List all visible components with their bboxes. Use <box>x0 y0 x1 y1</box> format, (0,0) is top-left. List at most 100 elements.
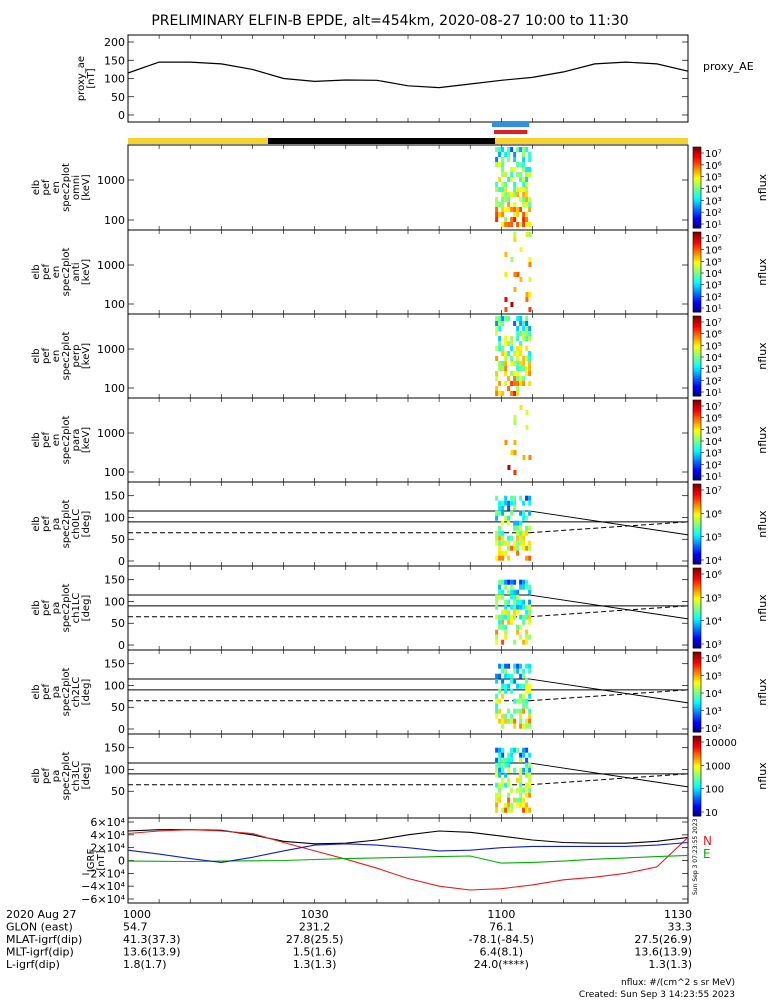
spectrogram-cell <box>498 698 502 704</box>
spectrogram-cell <box>528 792 532 798</box>
colorbar-cell <box>693 366 701 369</box>
spectrogram-cell <box>516 629 520 635</box>
colorbar-cell <box>693 584 701 586</box>
loss-cone-line <box>529 762 689 788</box>
colorbar-cell <box>693 175 701 178</box>
colorbar-cell <box>693 656 701 658</box>
colorbar-cell <box>693 474 701 477</box>
spectrogram-cell <box>510 495 514 501</box>
colorbar-cell <box>693 361 701 364</box>
spectrogram-cell <box>513 668 517 674</box>
anti-loss-cone-line <box>529 689 689 702</box>
spectrogram-cell <box>522 202 526 207</box>
colorbar-cell <box>693 706 701 709</box>
spectrogram-cell <box>507 619 511 625</box>
spectrogram-cell <box>525 747 529 753</box>
colorbar-cell <box>693 372 701 374</box>
colorbar-cell <box>693 806 701 809</box>
colorbar-cell <box>693 238 701 241</box>
colorbar-cell <box>693 728 701 730</box>
spectrogram-cell <box>525 515 529 521</box>
y-tick-label: 6×10⁴ <box>90 816 125 829</box>
spectrogram-cell <box>528 292 532 297</box>
colorbar-cell <box>693 528 701 530</box>
spectrogram-cell <box>513 525 517 531</box>
y-tick-label: −6×10⁴ <box>81 893 125 906</box>
colorbar-cell <box>693 632 701 634</box>
colorbar-cell <box>693 304 701 306</box>
colorbar-cell <box>693 685 701 688</box>
colorbar-cell <box>693 680 701 682</box>
ylabel-line: ch2LC <box>71 677 82 708</box>
colorbar-cell <box>693 328 701 330</box>
spectrogram-cell <box>522 545 526 551</box>
colorbar-tick-label: 10⁵ <box>705 533 722 544</box>
spectrogram-cell <box>513 351 517 356</box>
spectrogram-cell <box>504 272 508 277</box>
spectrogram-cell <box>510 172 514 177</box>
colorbar-cell <box>693 522 701 525</box>
colorbar-tick-label: 10⁷ <box>705 402 722 413</box>
colorbar-cell <box>693 720 701 722</box>
colorbar-cell <box>693 161 701 164</box>
colorbar-tick-label: 10⁶ <box>705 246 722 257</box>
spectrogram-cell <box>525 331 529 336</box>
colorbar-cell <box>693 174 701 176</box>
spectrogram-cell <box>525 346 529 351</box>
colorbar-cell <box>693 416 701 418</box>
colorbar-cell <box>693 722 701 725</box>
y-tick-label: 0 <box>118 639 125 652</box>
colorbar-cell <box>693 400 701 402</box>
colorbar-cell <box>693 436 701 438</box>
spectrogram-cell <box>525 182 529 187</box>
colorbar-cell <box>693 257 701 260</box>
colorbar-cell <box>693 694 701 697</box>
spectrogram-cell <box>516 787 520 793</box>
colorbar-label: nflux <box>756 594 769 622</box>
spectrogram-cell <box>516 683 520 689</box>
spectrogram-cell <box>507 708 511 714</box>
spectrogram-cell <box>516 777 520 783</box>
spectrogram-cell <box>519 207 523 212</box>
colorbar-cell <box>693 709 701 712</box>
spectrogram-cell <box>495 797 499 803</box>
colorbar-cell <box>693 708 701 710</box>
spectrogram-cell <box>522 147 526 152</box>
colorbar-cell <box>693 310 701 313</box>
colorbar-tick-label: 10³ <box>705 449 722 460</box>
colorbar-cell <box>693 637 701 640</box>
spectrogram-cell <box>495 792 499 798</box>
spectrogram-cell <box>510 802 514 808</box>
spectrogram-cell <box>501 752 505 758</box>
colorbar-cell <box>693 716 701 718</box>
colorbar-cell <box>693 766 701 769</box>
spectrogram-cell <box>504 172 508 177</box>
spectrogram-cell <box>516 802 520 808</box>
spectrogram-cell <box>513 192 517 197</box>
colorbar-cell <box>693 188 701 191</box>
spectrogram-cell <box>522 787 526 793</box>
colorbar-cell <box>693 350 701 353</box>
spectrogram-cell <box>525 802 529 808</box>
spectrogram-cell <box>519 614 523 620</box>
ylabel-line: IGRF <box>86 849 97 873</box>
colorbar-cell <box>693 577 701 580</box>
spectrogram-cell <box>516 366 520 371</box>
ylabel-line: elb <box>31 348 42 363</box>
ylabel-line: [deg] <box>81 595 92 622</box>
pitch-angle-ylabel: elb pef pa spec2plot ch1LC [deg] <box>31 584 92 633</box>
spectrogram-cell <box>498 381 502 386</box>
spectrogram-cell <box>516 609 520 615</box>
colorbar-cell <box>693 250 701 253</box>
spectrogram-cell <box>519 177 523 182</box>
ylabel-line: pa <box>51 770 62 782</box>
spectrogram-cell <box>501 530 505 536</box>
colorbar-cell <box>693 450 701 453</box>
colorbar-frame <box>692 567 702 649</box>
colorbar-cell <box>693 633 701 636</box>
spectrogram-cell <box>528 599 532 605</box>
colorbar-cell <box>693 628 701 630</box>
colorbar-cell <box>693 690 701 693</box>
spectrogram-cell <box>495 331 499 336</box>
spectrogram-cell <box>507 222 511 227</box>
